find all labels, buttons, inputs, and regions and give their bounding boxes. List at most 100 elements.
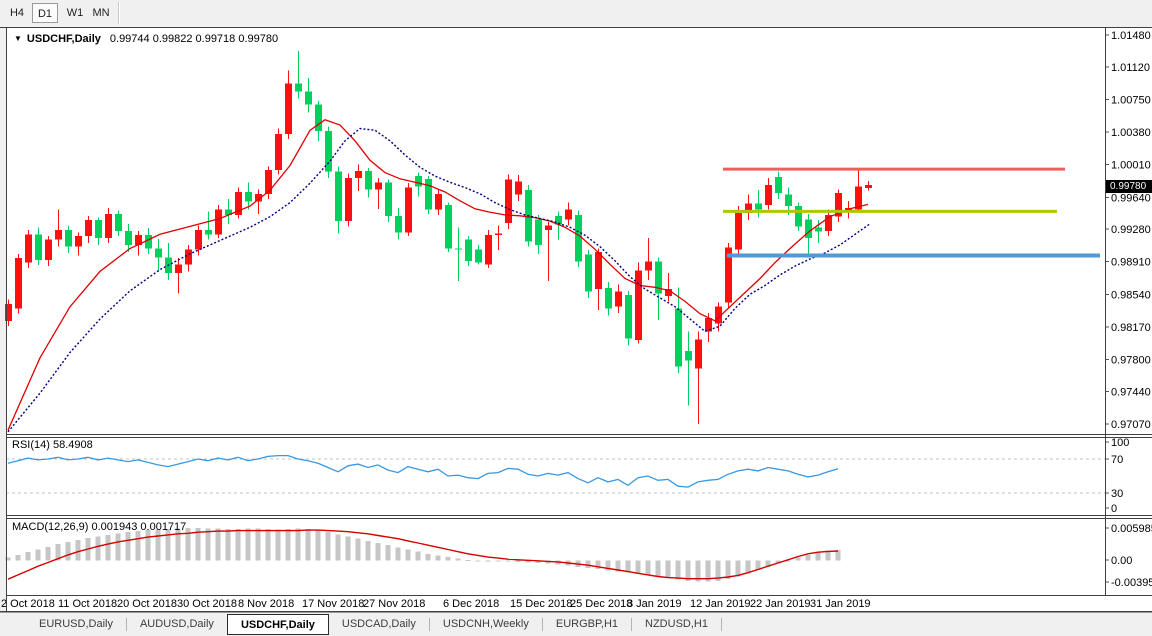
candle	[685, 331, 692, 406]
candle	[265, 166, 272, 200]
candle	[555, 211, 562, 240]
candle	[495, 225, 502, 251]
price-tick-label: 1.01480	[1111, 30, 1151, 42]
chart-dropdown-arrow-icon[interactable]: ▼	[14, 34, 22, 43]
tab-eurusd-daily[interactable]: EURUSD,Daily	[39, 618, 113, 630]
tab-usdcnh-weekly[interactable]: USDCNH,Weekly	[442, 618, 529, 630]
candle	[165, 243, 172, 281]
timeframe-button-w1[interactable]: W1	[66, 7, 84, 19]
ma-slow-line	[7, 127, 871, 433]
pane-frame-lines	[0, 27, 1152, 612]
price-tick-label: 0.97440	[1111, 386, 1151, 398]
candle	[455, 227, 462, 282]
candle	[305, 78, 312, 113]
candle	[805, 214, 812, 255]
candle	[545, 221, 552, 282]
macd-signal-line	[7, 529, 839, 580]
candlesticks	[5, 50, 872, 424]
macd-pane: 0.005985 0.00 -0.003954	[5, 523, 1152, 589]
candle	[475, 244, 482, 265]
candle	[235, 187, 242, 219]
chart-window[interactable]	[6, 27, 1152, 611]
rsi-pane: 100 70 30 0	[6, 437, 1129, 515]
date-tick-label: 8 Nov 2018	[238, 598, 294, 610]
candle	[285, 70, 292, 140]
candle	[605, 281, 612, 316]
candle	[415, 172, 422, 197]
candle	[105, 207, 112, 244]
price-tick-label: 1.00750	[1111, 94, 1151, 106]
candle	[775, 171, 782, 200]
candle	[245, 182, 252, 210]
tab-usdcad-daily[interactable]: USDCAD,Daily	[341, 618, 416, 630]
date-tick-label: 20 Oct 2018	[117, 598, 177, 610]
rsi-line	[7, 454, 839, 488]
price-tick-label: 0.99280	[1111, 224, 1151, 236]
candle	[585, 250, 592, 298]
timeframe-button-d1[interactable]: D1	[32, 3, 58, 23]
date-tick-label: 22 Jan 2019	[750, 598, 811, 610]
candle	[865, 181, 872, 191]
candle	[535, 214, 542, 254]
macd-scale-label: -0.003954	[1111, 577, 1152, 589]
timeframe-toolbar: H4 D1 W1 MN	[0, 0, 1152, 26]
candle	[695, 331, 702, 424]
tab-usdchf-daily[interactable]: USDCHF,Daily	[226, 614, 329, 635]
tab-eurgbp-h1[interactable]: EURGBP,H1	[555, 618, 619, 630]
candle	[355, 164, 362, 192]
tab-separator	[720, 618, 722, 631]
candle	[85, 215, 92, 244]
candle	[35, 227, 42, 266]
date-axis: 2 Oct 2018 11 Oct 2018 20 Oct 2018 30 Oct 2…	[1, 598, 871, 610]
tab-separator	[125, 618, 127, 631]
price-tick-label: 1.00380	[1111, 127, 1151, 139]
candle	[675, 287, 682, 373]
timeframe-button-h4[interactable]: H4	[9, 7, 25, 19]
chart-tab-bar: EURUSD,Daily AUDUSD,Daily USDCHF,Daily U…	[0, 612, 1152, 636]
candle	[195, 225, 202, 256]
timeframe-button-mn[interactable]: MN	[92, 7, 110, 19]
date-tick-label: 30 Oct 2018	[177, 598, 237, 610]
price-tick-label: 1.00010	[1111, 160, 1151, 172]
price-tick-label: 0.99640	[1111, 192, 1151, 204]
ma-fast-line	[7, 118, 869, 431]
candle	[735, 206, 742, 256]
candle	[835, 189, 842, 222]
candle	[515, 175, 522, 201]
candle	[375, 177, 382, 209]
candle	[615, 284, 622, 313]
candle	[145, 228, 152, 254]
candle	[335, 166, 342, 234]
candle	[225, 199, 232, 224]
macd-indicator-label: MACD(12,26,9) 0.001943 0.001717	[12, 521, 187, 533]
candle	[445, 202, 452, 252]
candle	[795, 202, 802, 231]
date-tick-label: 12 Jan 2019	[690, 598, 751, 610]
candle	[155, 238, 162, 272]
main-price-pane	[5, 50, 1100, 433]
rsi-scale-label: 0	[1111, 503, 1117, 515]
candle	[825, 209, 832, 237]
candle	[365, 168, 372, 198]
candle	[405, 183, 412, 237]
candle	[5, 299, 12, 327]
price-tick-label: 0.98910	[1111, 257, 1151, 269]
rsi-scale-label: 100	[1111, 437, 1129, 449]
candle	[275, 128, 282, 175]
candle	[505, 174, 512, 230]
tab-separator	[541, 618, 543, 631]
tab-audusd-daily[interactable]: AUDUSD,Daily	[139, 618, 214, 630]
candle	[385, 179, 392, 222]
date-tick-label: 31 Jan 2019	[810, 598, 871, 610]
candle	[435, 190, 442, 215]
candle	[25, 229, 32, 268]
candle	[255, 189, 262, 215]
candle	[15, 253, 22, 314]
tab-nzdusd-h1[interactable]: NZDUSD,H1	[645, 618, 708, 630]
candle	[135, 230, 142, 256]
candle	[595, 248, 602, 311]
candle	[485, 229, 492, 268]
candle	[55, 209, 62, 247]
date-tick-label: 17 Nov 2018	[302, 598, 364, 610]
